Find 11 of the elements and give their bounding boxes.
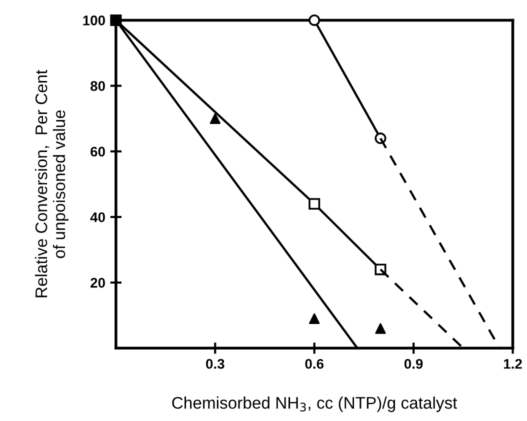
x-tick-label: 0.6 bbox=[305, 358, 324, 369]
y-tick-label: 20 bbox=[90, 278, 105, 288]
y-tick-label: 60 bbox=[90, 146, 105, 157]
y-tick-label: 40 bbox=[90, 212, 105, 222]
y-tick-label: 100 bbox=[83, 16, 105, 26]
x-tick-label: 0.3 bbox=[206, 358, 224, 369]
y-tick-label: 80 bbox=[90, 81, 105, 91]
y-axis-title: Relative Conversion, Per Cent of unpoisoned value bbox=[34, 70, 68, 298]
x-tick-label: 1.2 bbox=[504, 358, 522, 369]
x-axis-title: Chemisorbed NH$_{3}$, cc (NTP)/g catalyst bbox=[172, 396, 458, 412]
x-tick-label: 0.9 bbox=[404, 358, 423, 369]
